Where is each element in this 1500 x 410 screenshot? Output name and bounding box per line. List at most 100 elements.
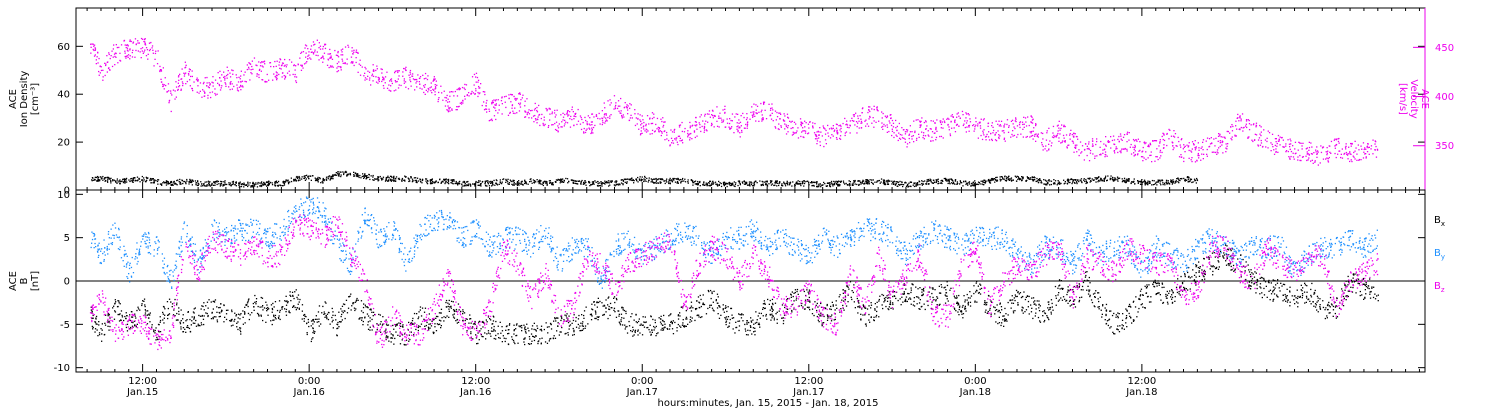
- data-point: [395, 178, 397, 180]
- data-point: [864, 120, 866, 122]
- data-point: [618, 110, 620, 112]
- data-point: [372, 64, 374, 66]
- data-point: [271, 184, 274, 186]
- data-point: [930, 120, 932, 122]
- data-point: [382, 76, 384, 78]
- data-point: [787, 125, 789, 127]
- data-point: [219, 89, 222, 91]
- data-point: [236, 89, 239, 91]
- data-point: [849, 124, 851, 126]
- data-point: [782, 119, 785, 121]
- data-point: [264, 81, 266, 83]
- data-point: [214, 79, 217, 81]
- data-point: [1145, 182, 1148, 184]
- data-point: [1010, 177, 1013, 179]
- data-point: [204, 185, 206, 187]
- data-point: [1307, 159, 1309, 161]
- data-point: [1069, 133, 1071, 135]
- data-point: [529, 181, 531, 183]
- data-point: [281, 62, 284, 64]
- data-point: [1104, 177, 1106, 179]
- data-point: [789, 183, 791, 185]
- data-point: [1020, 178, 1022, 180]
- data-point: [708, 110, 711, 112]
- data-point: [926, 181, 928, 183]
- data-point: [1070, 178, 1072, 181]
- data-point: [115, 56, 117, 58]
- data-point: [418, 81, 420, 83]
- data-point: [312, 52, 315, 54]
- data-point: [1031, 176, 1033, 179]
- data-point: [1072, 142, 1075, 144]
- data-point: [1087, 177, 1089, 180]
- data-point: [103, 178, 105, 180]
- data-point: [601, 183, 603, 185]
- data-point: [102, 69, 104, 71]
- data-point: [1086, 148, 1088, 150]
- data-point: [1316, 153, 1318, 155]
- data-point: [434, 86, 437, 88]
- data-point: [337, 65, 339, 68]
- data-point: [760, 111, 762, 113]
- data-point: [643, 178, 645, 180]
- data-point: [116, 178, 118, 180]
- data-point: [173, 180, 175, 183]
- data-point: [965, 112, 967, 114]
- data-point: [1180, 156, 1182, 158]
- data-point: [206, 185, 208, 187]
- data-point: [91, 179, 93, 181]
- data-point: [190, 180, 193, 183]
- data-point: [866, 179, 869, 181]
- data-point: [295, 80, 297, 82]
- data-point: [1109, 177, 1111, 179]
- data-point: [536, 179, 538, 181]
- data-point: [479, 184, 481, 187]
- data-point: [651, 122, 654, 125]
- data-point: [333, 174, 335, 176]
- data-point: [770, 180, 772, 183]
- data-point: [604, 183, 606, 185]
- data-point: [1194, 180, 1196, 182]
- data-point: [391, 179, 393, 181]
- data-point: [587, 115, 589, 117]
- data-point: [737, 113, 739, 115]
- data-point: [1334, 152, 1336, 155]
- data-point: [659, 178, 661, 180]
- data-point: [192, 179, 194, 182]
- data-point: [1267, 147, 1269, 149]
- data-point: [196, 184, 198, 187]
- data-point: [292, 73, 294, 76]
- data-point: [1145, 183, 1147, 185]
- data-point: [340, 54, 342, 56]
- data-point: [588, 127, 590, 129]
- data-point: [97, 178, 99, 181]
- data-point: [669, 177, 671, 180]
- data-point: [1282, 146, 1284, 148]
- data-point: [366, 78, 368, 80]
- data-point: [872, 179, 874, 181]
- data-point: [152, 182, 154, 184]
- data-point: [1144, 180, 1146, 183]
- data-point: [262, 61, 264, 63]
- data-point: [425, 77, 427, 79]
- data-point: [107, 176, 110, 179]
- data-point: [633, 182, 635, 184]
- data-point: [159, 69, 161, 71]
- data-point: [395, 180, 397, 182]
- data-point: [141, 47, 144, 49]
- data-point: [1177, 181, 1179, 183]
- data-point: [859, 115, 861, 117]
- data-point: [1032, 130, 1034, 132]
- data-point: [1078, 154, 1080, 157]
- data-point: [1266, 140, 1268, 143]
- data-point: [123, 40, 125, 42]
- data-point: [823, 181, 825, 184]
- data-point: [264, 183, 266, 185]
- data-point: [998, 137, 1000, 140]
- data-point: [730, 119, 732, 122]
- data-point: [839, 124, 841, 126]
- data-point: [233, 85, 235, 88]
- data-point: [681, 179, 683, 181]
- data-point: [476, 181, 478, 184]
- data-point: [447, 178, 450, 181]
